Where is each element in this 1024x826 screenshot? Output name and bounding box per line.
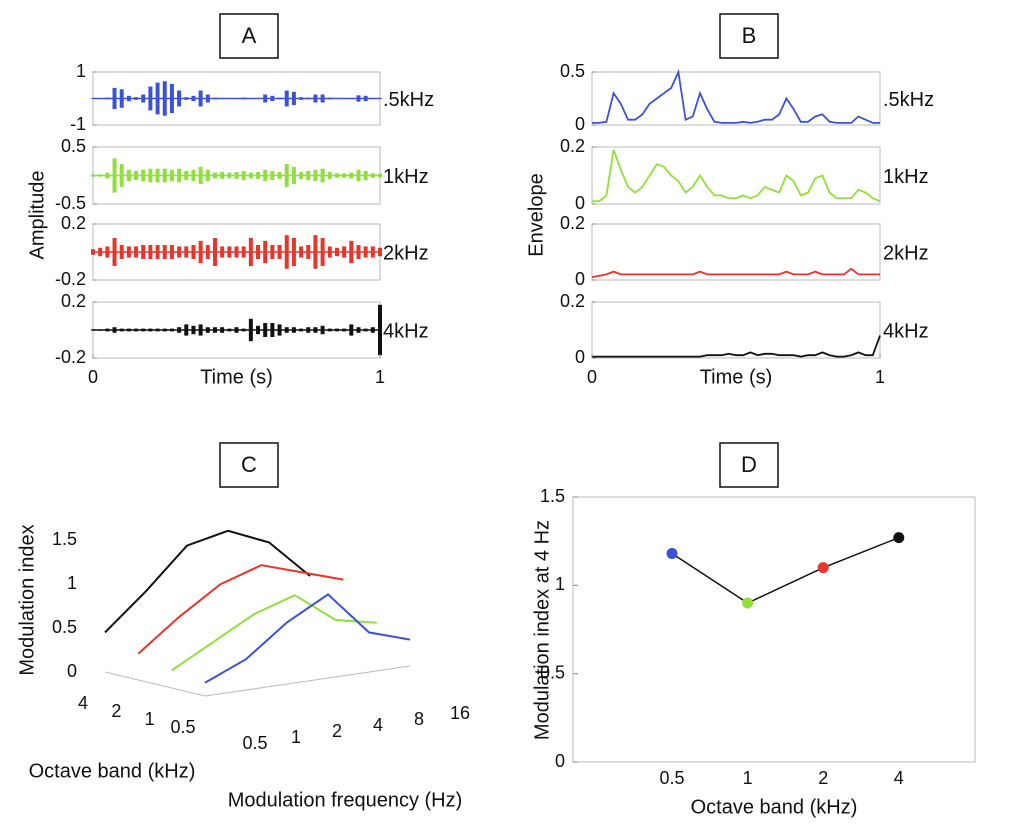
z-axis-label: Modulation index — [16, 524, 38, 675]
y-tick-label: 1 — [555, 574, 565, 594]
subplot-label: 2kHz — [383, 242, 429, 264]
z-tick-label: 1.5 — [52, 529, 77, 549]
subplot-label: 4kHz — [383, 320, 429, 342]
point — [817, 562, 829, 574]
series-line — [137, 564, 344, 655]
subplot-label: 2kHz — [883, 242, 929, 264]
y-tick-label: -0.2 — [55, 269, 86, 289]
point — [893, 532, 905, 544]
series-line — [671, 536, 900, 604]
x-tick-label: 4 — [894, 768, 904, 788]
y-tick-label: 0.2 — [560, 136, 585, 156]
subplot-label: .5kHz — [383, 89, 434, 111]
band-tick-label: 4 — [78, 693, 88, 713]
x-tick-label: 0 — [587, 367, 597, 387]
axes-box — [572, 496, 976, 763]
series-line — [204, 593, 411, 684]
freq-tick-label: 16 — [450, 703, 470, 723]
envelope-line — [591, 267, 880, 279]
y-tick-label: 1.5 — [540, 486, 565, 506]
x-tick-label: 2 — [818, 768, 828, 788]
series-line — [171, 594, 377, 672]
axes-box — [591, 146, 881, 205]
panel-label: D — [741, 452, 757, 477]
envelope-line — [592, 335, 881, 358]
panel-box — [219, 13, 279, 59]
y-tick-label: 0.2 — [560, 291, 585, 311]
point — [666, 548, 678, 560]
y-tick-label: 0 — [575, 347, 585, 367]
y-tick-label: -0.5 — [55, 193, 86, 213]
x-tick-label: 0.5 — [659, 768, 684, 788]
y-tick-label: -1 — [70, 114, 86, 134]
subplot-label: .5kHz — [883, 89, 934, 111]
axes-box — [591, 223, 881, 281]
x-axis-label: Octave band (kHz) — [691, 796, 858, 818]
envelope-line — [592, 149, 881, 203]
axes-box — [591, 71, 881, 126]
x-tick-label: 1 — [743, 768, 753, 788]
axes-box — [591, 301, 881, 359]
z-tick-label: 0.5 — [52, 617, 77, 637]
y-tick-label: 0.5 — [61, 136, 86, 156]
panel-label: B — [742, 23, 757, 48]
y-tick-label: 0 — [575, 269, 585, 289]
x-axis-label: Time (s) — [200, 366, 273, 388]
x-tick-label: 1 — [375, 367, 385, 387]
y-tick-label: 0.2 — [61, 213, 86, 233]
freq-tick-label: 0.5 — [242, 733, 267, 753]
z-tick-label: 1 — [67, 573, 77, 593]
subplot-label: 1kHz — [883, 166, 929, 188]
panel-label: A — [242, 23, 257, 48]
subplot-label: 1kHz — [383, 166, 429, 188]
band-tick-label: 0.5 — [170, 717, 195, 737]
freq-axis-label: Modulation frequency (Hz) — [228, 789, 463, 811]
freq-tick-label: 8 — [414, 709, 424, 729]
y-tick-label: 0.5 — [540, 662, 565, 682]
panel-label: C — [241, 452, 257, 477]
subplot-label: 4kHz — [883, 320, 929, 342]
panel-box — [719, 442, 779, 488]
x-tick-label: 1 — [875, 367, 885, 387]
x-tick-label: 0 — [88, 367, 98, 387]
envelope-line — [592, 68, 880, 124]
y-tick-label: -0.2 — [55, 347, 86, 367]
axis-line — [204, 665, 411, 697]
freq-tick-label: 4 — [373, 715, 383, 735]
y-tick-label: 0 — [575, 193, 585, 213]
y-tick-label: 0 — [575, 114, 585, 134]
y-tick-label: 0 — [555, 751, 565, 771]
panel-box — [719, 13, 779, 59]
freq-tick-label: 2 — [332, 721, 342, 741]
y-tick-label: 1 — [76, 61, 86, 81]
point — [742, 597, 754, 609]
y-tick-label: 0.2 — [61, 291, 86, 311]
panel-box — [219, 442, 279, 488]
y-axis-label: Modulation index at 4 Hz — [531, 520, 553, 740]
freq-tick-label: 1 — [291, 727, 301, 747]
y-tick-label: 0.5 — [560, 61, 585, 81]
axis-line — [104, 671, 206, 697]
series-line — [104, 529, 311, 634]
y-axis-label: Amplitude — [26, 171, 48, 260]
band-tick-label: 2 — [111, 701, 121, 721]
z-tick-label: 0 — [67, 661, 77, 681]
y-axis-label: Envelope — [525, 173, 547, 256]
band-axis-label: Octave band (kHz) — [29, 760, 196, 782]
x-axis-label: Time (s) — [700, 366, 773, 388]
y-tick-label: 0.2 — [560, 213, 585, 233]
band-tick-label: 1 — [145, 709, 155, 729]
